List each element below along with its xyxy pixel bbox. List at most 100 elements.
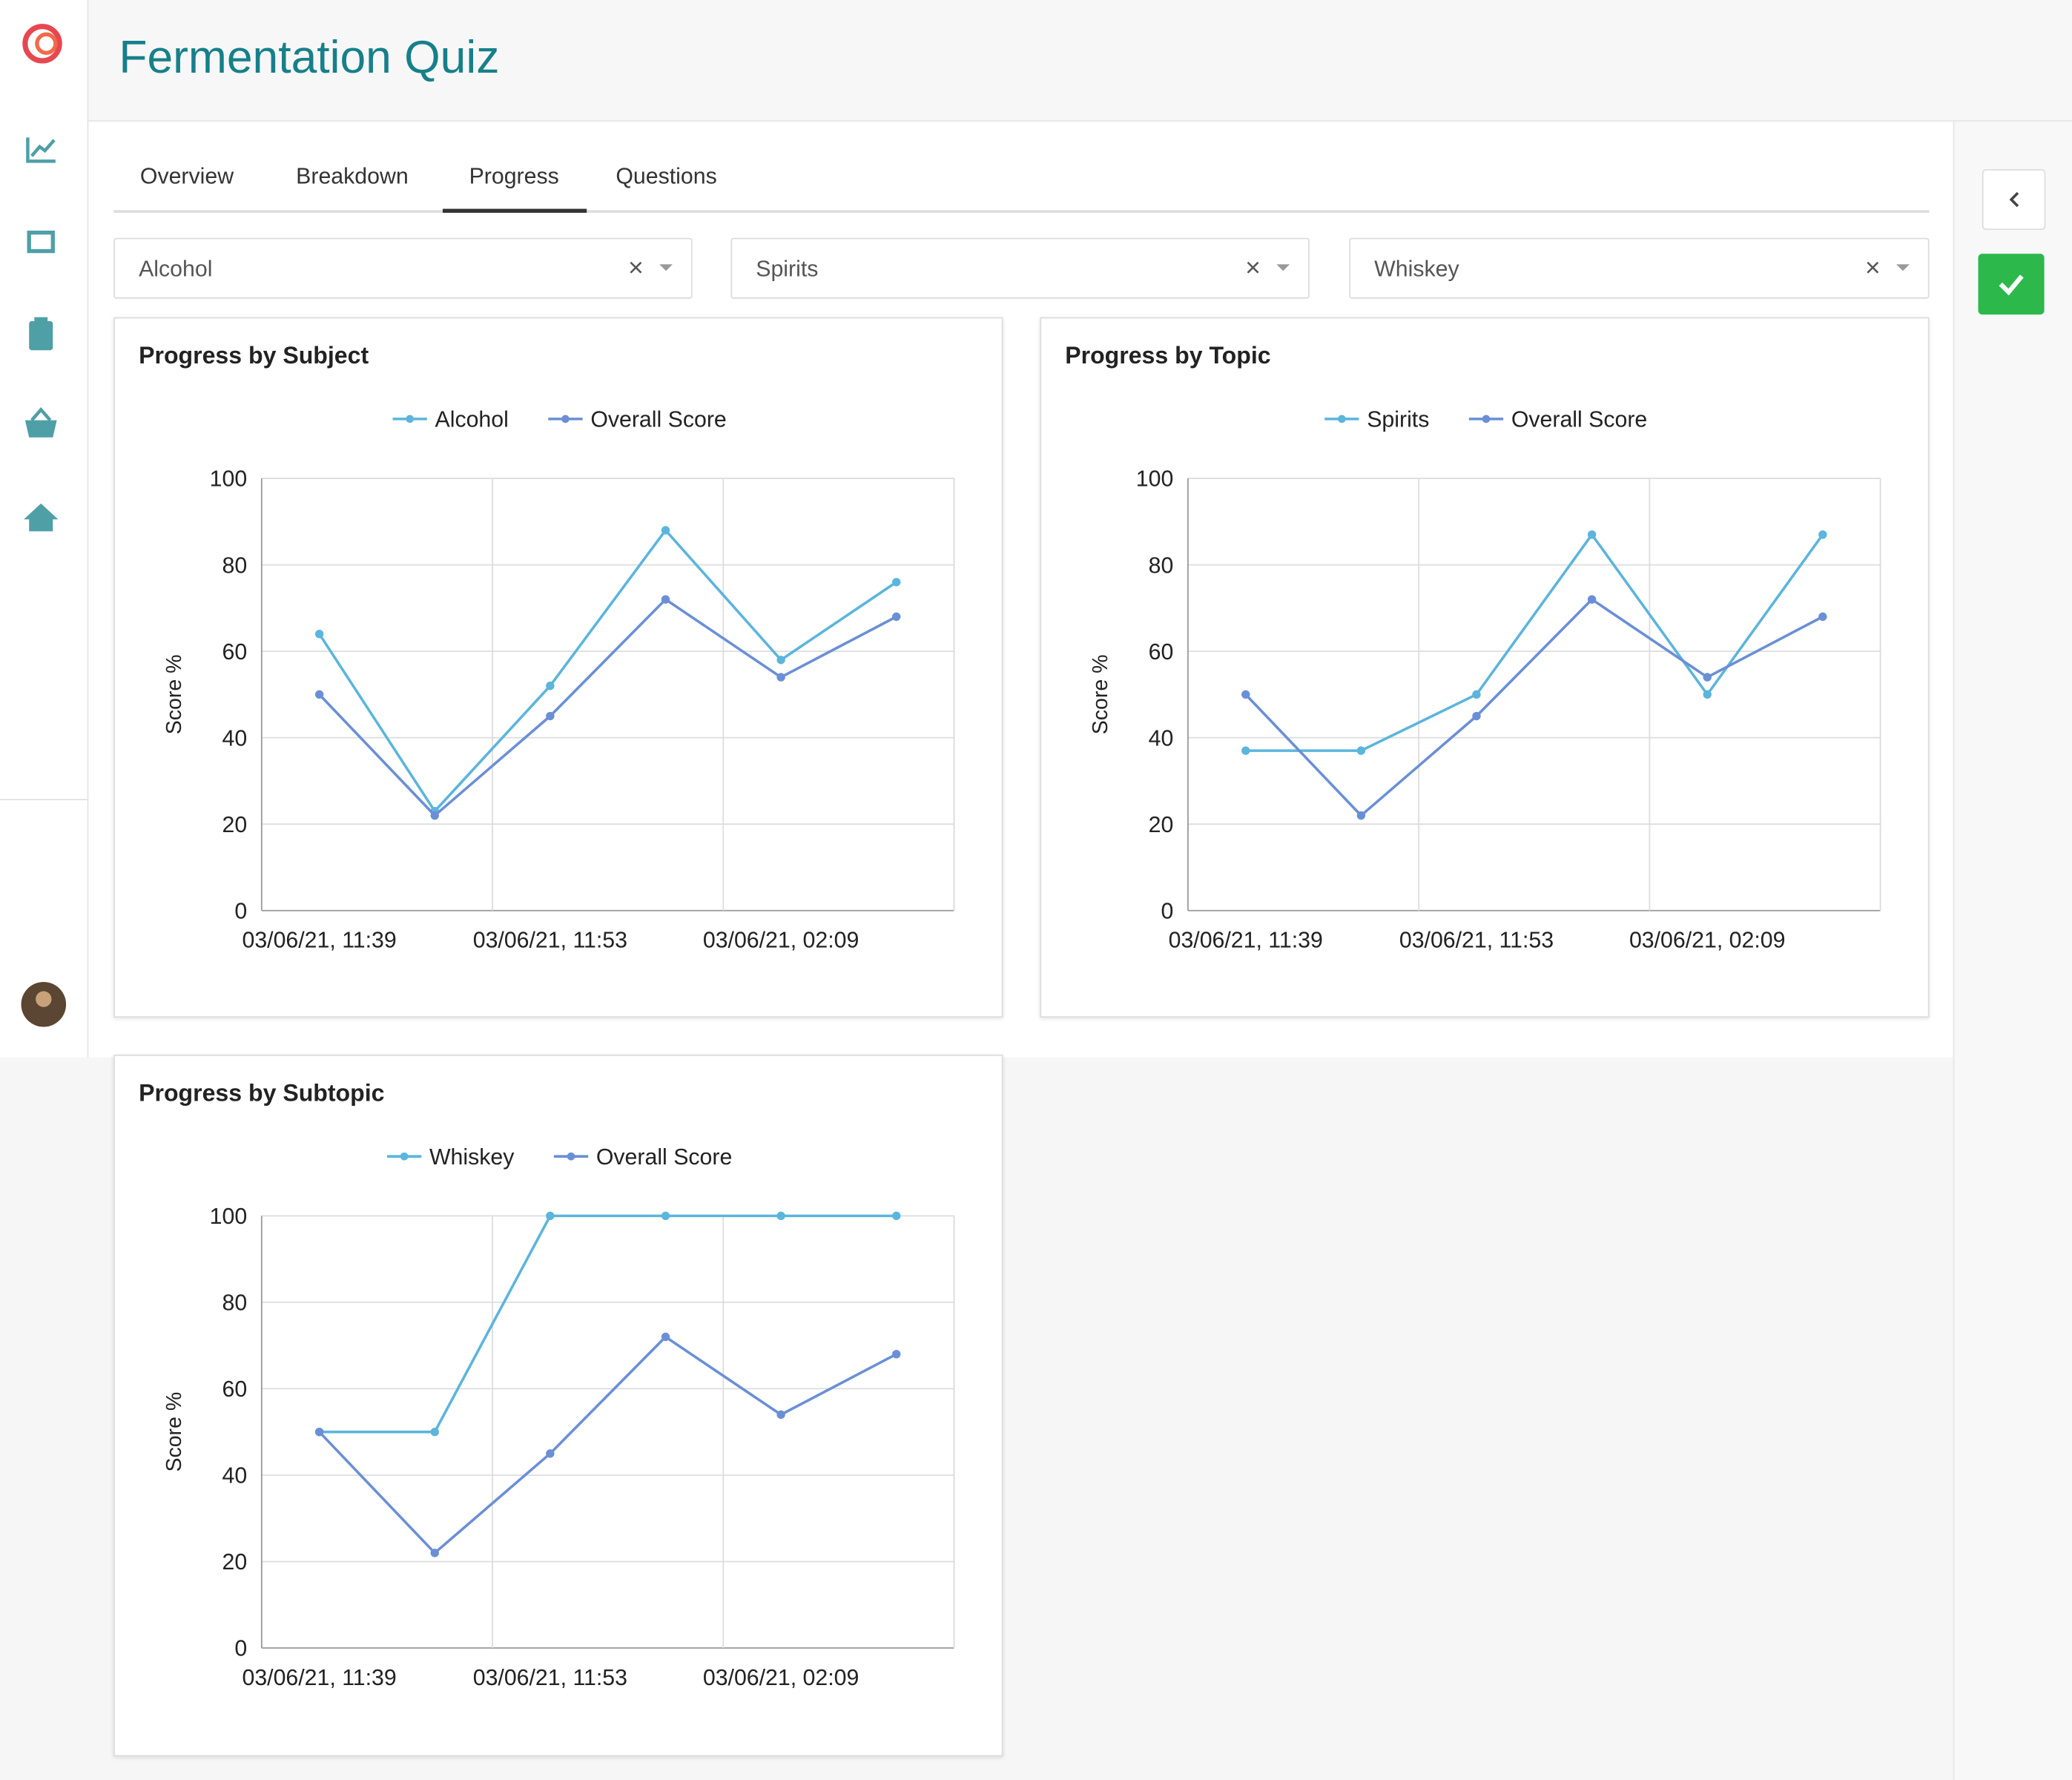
y-tick-label: 100 [210,1204,248,1229]
legend: Spirits Overall Score [1324,408,1647,432]
y-tick-label: 100 [210,467,248,492]
x-tick-label: 03/06/21, 11:53 [473,1666,627,1690]
data-point [661,1332,670,1342]
data-point [546,711,555,721]
y-tick-label: 40 [222,726,248,751]
icon-board[interactable] [27,230,55,254]
x-tick-label: 03/06/21, 11:39 [242,1666,397,1690]
legend-label: Overall Score [590,408,726,432]
data-point [314,1427,324,1437]
clear-icon[interactable]: × [1245,254,1261,283]
chart: Progress by Subject 0 20 40 60 80 100 03/06/21,… [139,342,955,953]
active-tab-indicator [442,208,587,213]
chart-title: Progress by Topic [1065,342,1270,369]
legend-item: Overall Score [548,408,727,432]
legend-item: Spirits [1324,408,1429,432]
caret [659,264,673,271]
legend-dot [400,1152,409,1161]
y-tick-label: 60 [222,1377,248,1402]
clear-icon[interactable]: × [627,254,644,283]
chevron [2009,191,2019,208]
icon-chart-line [30,139,56,157]
legend-item: Overall Score [1468,408,1647,432]
y-tick-label: 80 [222,553,248,578]
y-tick-label: 80 [222,1291,248,1316]
filter-select[interactable]: Alcohol × [113,237,693,299]
x-tick-label: 03/06/21, 11:39 [1169,929,1323,953]
legend: Whiskey Overall Score [386,1145,732,1170]
data-point [1472,711,1481,721]
data-point [892,612,901,622]
chart: Progress by Topic 0 20 40 60 80 100 03/06/21, 1… [1065,342,1881,953]
y-axis-label: Score % [162,655,186,735]
tab[interactable]: Questions [616,163,717,189]
tab[interactable]: Progress [469,163,559,189]
data-point [546,1449,555,1458]
avatar-face [36,991,52,1007]
sidebar-icons [0,24,88,1027]
y-tick-label: 0 [1161,899,1173,923]
x-tick-label: 03/06/21, 02:09 [703,929,859,953]
data-point [546,682,555,690]
confirm-button[interactable] [1978,254,2045,315]
y-axis-label: Score % [162,1392,186,1472]
collapse-button[interactable] [1982,169,2046,231]
data-point [430,1549,439,1558]
x-tick-label: 03/06/21, 11:53 [1399,929,1554,953]
filter-select[interactable]: Spirits × [730,237,1310,299]
sidebar [0,0,89,1058]
chart: Progress by Subtopic 0 20 40 60 80 100 03/06/21… [139,1079,955,1690]
data-point [1356,811,1366,820]
y-tick-label: 60 [1149,640,1174,665]
caret [1276,264,1290,271]
icon-clipboard[interactable] [29,321,53,351]
filter-value: Alcohol [139,256,213,282]
tab[interactable]: Overview [139,163,234,189]
x-tick-label: 03/06/21, 02:09 [1629,929,1785,953]
legend-dot [567,1152,575,1161]
chart-title: Progress by Subject [139,342,369,369]
logo[interactable] [22,24,62,64]
legend: Alcohol Overall Score [392,408,727,432]
legend-item: Whiskey [386,1145,515,1170]
legend-label: Overall Score [1511,408,1647,432]
icon-clipboard-clip [34,317,48,324]
data-point [314,630,324,639]
icon-chart[interactable] [26,137,56,163]
filter-select[interactable]: Whiskey × [1349,237,1930,299]
series-line [1244,597,1824,817]
series-line [1245,532,1824,752]
logo-inner [35,32,58,55]
legend-dot [1482,415,1491,423]
icon-basket[interactable] [24,420,57,438]
data-point [776,673,785,682]
clear-icon[interactable]: × [1864,254,1881,283]
tab-bar-line [113,210,1930,213]
data-point [1818,612,1827,622]
data-point [776,1410,785,1420]
tab[interactable]: Breakdown [296,163,409,189]
check [1999,274,2024,296]
legend-dot [406,415,415,423]
filter-value: Spirits [756,256,819,282]
y-axis-label: Score % [1089,655,1112,735]
chart-panel: Progress by Subtopic 0 20 40 60 80 100 03/06/21… [113,1054,1003,1757]
chart-panel: Progress by Topic 0 20 40 60 80 100 03/06/21, 1… [1040,317,1930,1018]
x-tick-label: 03/06/21, 11:39 [242,929,397,953]
series-line [318,1335,897,1555]
data-point [661,526,670,535]
series-line [318,597,897,817]
data-point [430,811,439,820]
y-tick-label: 20 [222,813,248,837]
page-title: Fermentation Quiz [119,31,500,84]
filter-value: Whiskey [1374,256,1459,282]
data-point [1818,530,1827,539]
data-point [892,578,901,587]
legend-dot [561,415,570,423]
legend-item: Overall Score [553,1145,732,1170]
legend-label: Whiskey [429,1145,515,1170]
icon-home[interactable] [24,503,59,532]
data-point [1241,746,1250,755]
